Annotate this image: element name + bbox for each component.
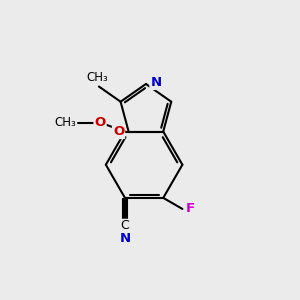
Text: F: F (185, 202, 194, 215)
Text: N: N (150, 76, 161, 89)
Text: C: C (121, 219, 129, 232)
Text: CH₃: CH₃ (86, 71, 108, 84)
Text: O: O (94, 116, 106, 129)
Text: O: O (113, 125, 124, 138)
Text: N: N (119, 232, 130, 245)
Text: CH₃: CH₃ (55, 116, 76, 129)
